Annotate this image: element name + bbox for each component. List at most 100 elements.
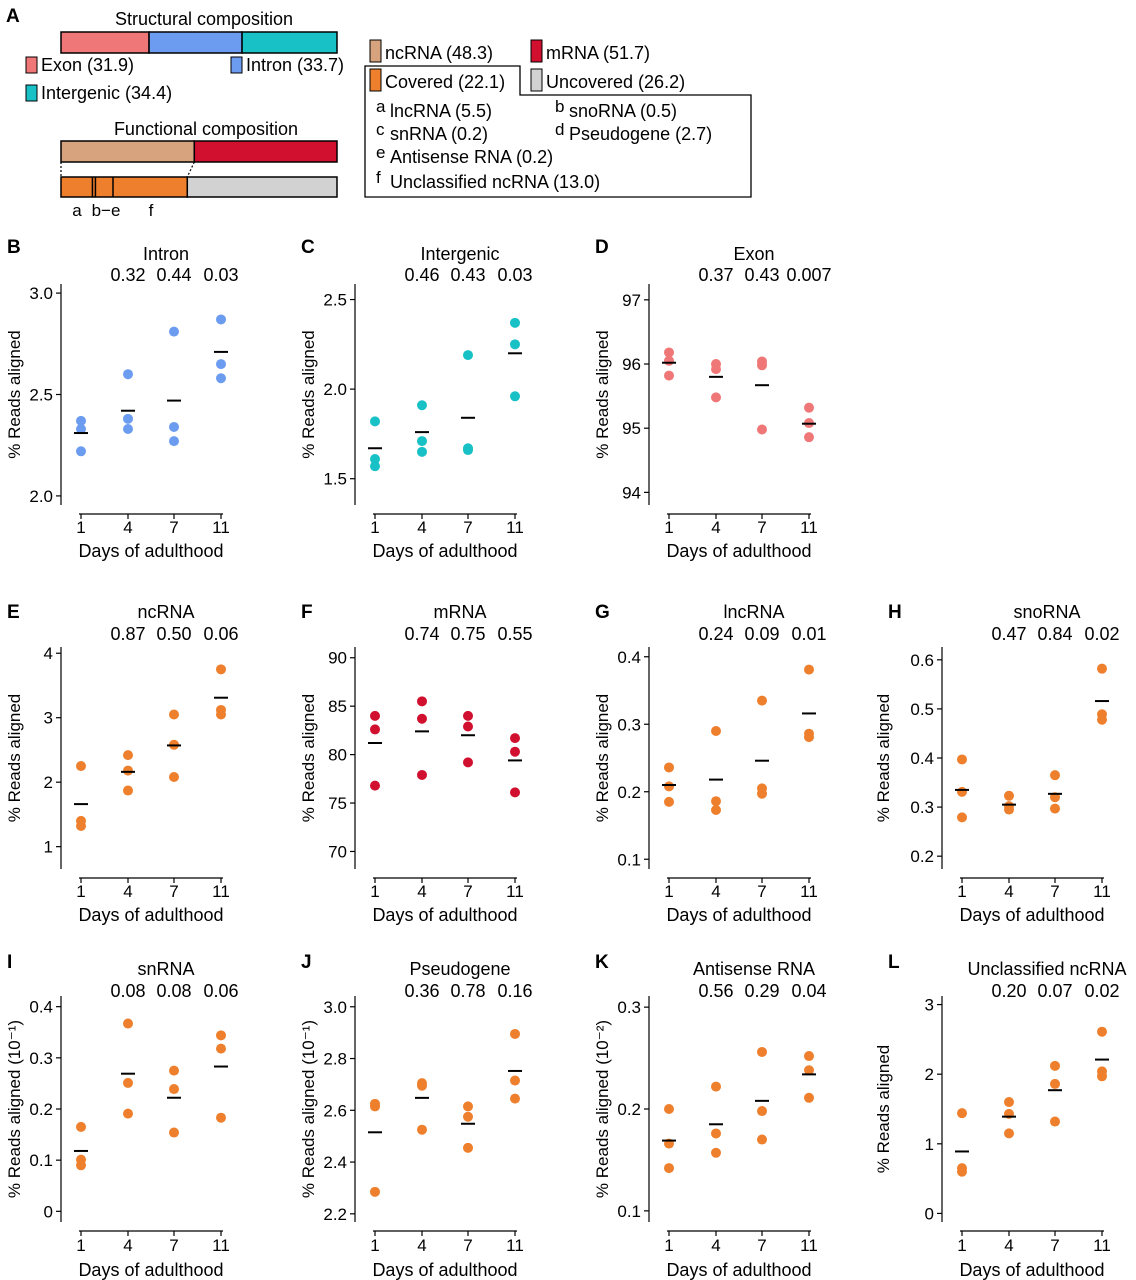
- data-point: [370, 461, 380, 472]
- y-axis-label: % Reads aligned: [593, 330, 612, 459]
- data-point: [216, 359, 226, 370]
- structural-segment-exon: [60, 31, 150, 54]
- data-point: [510, 391, 520, 402]
- data-point: [1097, 714, 1107, 725]
- data-point: [417, 1080, 427, 1091]
- y-tick-label: 2.6: [323, 1101, 347, 1120]
- x-tick-label: 4: [123, 1236, 132, 1255]
- data-point: [216, 314, 226, 325]
- p-value: 0.03: [203, 265, 238, 285]
- legend-swatch-covered: [369, 68, 382, 92]
- data-point: [510, 339, 520, 350]
- data-point: [757, 1134, 767, 1145]
- data-point: [510, 746, 520, 757]
- panel-title: Pseudogene: [409, 959, 510, 979]
- y-tick-label: 3: [44, 709, 53, 728]
- data-point: [216, 664, 226, 675]
- panel-title: snoRNA: [1013, 602, 1080, 622]
- x-tick-label: 1: [370, 1236, 379, 1255]
- structural-composition-title: Structural composition: [115, 9, 293, 29]
- x-tick-label: 4: [1004, 882, 1013, 901]
- x-tick-label: 11: [1093, 882, 1111, 901]
- p-value: 0.06: [203, 624, 238, 644]
- data-point: [463, 721, 473, 732]
- y-tick-label: 2.5: [323, 291, 347, 310]
- p-value: 0.56: [698, 981, 733, 1001]
- y-tick-label: 2.2: [323, 1205, 347, 1224]
- data-point: [804, 1065, 814, 1076]
- x-axis-label: Days of adulthood: [372, 905, 517, 925]
- x-axis-label: Days of adulthood: [78, 905, 223, 925]
- data-point: [510, 1075, 520, 1086]
- data-point: [664, 355, 674, 366]
- p-value: 0.87: [110, 624, 145, 644]
- x-tick-label: 11: [800, 882, 818, 901]
- p-value: 0.78: [450, 981, 485, 1001]
- data-point: [1050, 803, 1060, 814]
- covered-breakdown-box: [364, 65, 752, 198]
- structural-segment-intron: [148, 31, 243, 54]
- data-point: [957, 1108, 967, 1119]
- y-tick-label: 0.3: [617, 998, 641, 1017]
- breakdown-label-a: lncRNA (5.5): [390, 101, 492, 121]
- data-point: [711, 392, 721, 403]
- coverage-segment-covered: [60, 176, 189, 198]
- x-tick-label: 1: [370, 882, 379, 901]
- data-point: [664, 762, 674, 773]
- x-axis-label: Days of adulthood: [666, 1260, 811, 1280]
- data-point: [417, 1124, 427, 1135]
- y-axis-label: % Reads aligned: [5, 330, 24, 459]
- p-value: 0.47: [991, 624, 1026, 644]
- p-value: 0.36: [404, 981, 439, 1001]
- y-axis-label: % Reads aligned: [593, 694, 612, 823]
- data-point: [463, 757, 473, 768]
- x-tick-label: 11: [800, 1236, 818, 1255]
- p-value: 0.44: [156, 265, 191, 285]
- x-tick-label: 4: [711, 1236, 720, 1255]
- data-point: [1097, 663, 1107, 674]
- y-tick-label: 75: [328, 794, 347, 813]
- data-point: [123, 1108, 133, 1119]
- x-tick-label: 4: [711, 518, 720, 537]
- x-tick-label: 1: [76, 1236, 85, 1255]
- panel-k: K Antisense RNA 0.1 0.2 0.3 % Reads aligned (…: [593, 952, 827, 1280]
- y-tick-label: 2.4: [323, 1153, 347, 1172]
- data-point: [417, 446, 427, 457]
- panel-j: J Pseudogene 2.2 2.4 2.6 2.8 3.0 % Reads aligne…: [299, 952, 533, 1280]
- panel-c: C Intergenic 1.5 2.0 2.5 % Reads aligned 1 4 7 11…: [299, 237, 533, 561]
- x-tick-label: 1: [370, 518, 379, 537]
- data-point: [123, 1018, 133, 1029]
- data-point: [757, 424, 767, 435]
- data-point: [804, 664, 814, 675]
- x-tick-label: 4: [1004, 1236, 1013, 1255]
- data-point: [463, 445, 473, 456]
- x-tick-label: 1: [957, 1236, 966, 1255]
- y-tick-label: 0.4: [29, 998, 53, 1017]
- functional-segment-ncrna: [60, 140, 196, 163]
- breakdown-label-e: Antisense RNA (0.2): [390, 147, 553, 167]
- data-point: [123, 785, 133, 796]
- legend-label-uncovered: Uncovered (26.2): [546, 72, 685, 92]
- y-tick-label: 0.4: [617, 648, 641, 667]
- panel-d: D Exon 94 95 96 97 % Reads aligned 1 4 7 11 Days of…: [593, 237, 832, 561]
- panel-l: L Unclassified ncRNA 0 1 2 3 % Reads aligned 1 4…: [874, 952, 1127, 1280]
- data-point: [76, 446, 86, 457]
- data-point: [804, 402, 814, 413]
- x-axis-label: Days of adulthood: [372, 1260, 517, 1280]
- p-value: 0.37: [698, 265, 733, 285]
- y-tick-label: 0.2: [910, 847, 934, 866]
- y-tick-label: 0.6: [910, 651, 934, 670]
- data-point: [664, 1104, 674, 1114]
- data-point: [370, 724, 380, 735]
- p-value: 0.43: [744, 265, 779, 285]
- data-point: [370, 1101, 380, 1112]
- ncrna-bar-tick-labels: a b−e f: [72, 201, 153, 220]
- panel-a-label: A: [6, 6, 20, 27]
- p-value: 0.07: [1037, 981, 1072, 1001]
- x-tick-label: 11: [800, 518, 818, 537]
- functional-composition-title: Functional composition: [114, 119, 298, 139]
- data-point: [711, 726, 721, 736]
- p-value: 0.32: [110, 265, 145, 285]
- data-point: [711, 1128, 721, 1139]
